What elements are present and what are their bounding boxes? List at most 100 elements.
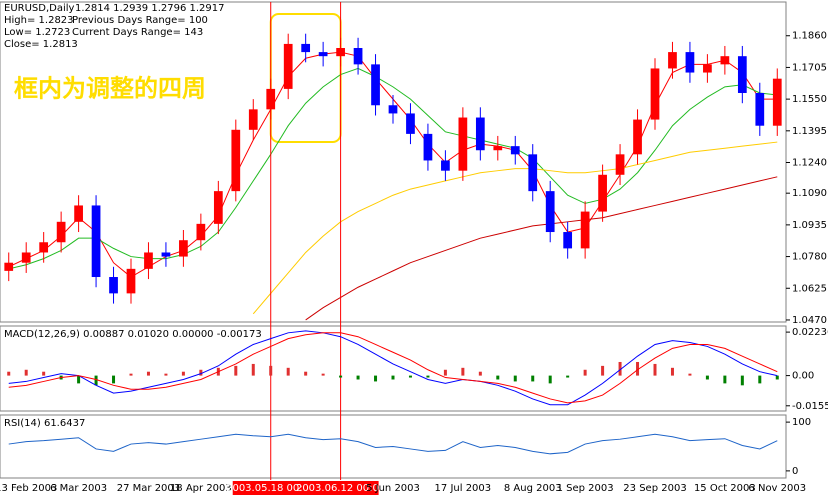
histogram-bar bbox=[304, 371, 308, 376]
histogram-bar bbox=[478, 371, 482, 376]
x-tick-label: 5 Jun 2003 bbox=[366, 483, 420, 494]
histogram-bar bbox=[94, 375, 98, 386]
x-tick-label: 1 Sep 2003 bbox=[557, 483, 614, 494]
histogram-bar bbox=[234, 365, 238, 376]
candle-body bbox=[528, 154, 538, 192]
x-tick-label: 27 Mar 2003 bbox=[117, 483, 180, 494]
histogram-bar bbox=[408, 375, 412, 378]
histogram-bar bbox=[146, 371, 150, 376]
info-text: Current Days Range= 143 bbox=[72, 27, 203, 38]
histogram-bar bbox=[374, 375, 378, 382]
candle-body bbox=[720, 56, 730, 65]
category-highlight bbox=[232, 481, 309, 495]
candle-body bbox=[580, 211, 590, 249]
candle-body bbox=[231, 129, 241, 192]
y-tick-label: 0 bbox=[792, 466, 798, 477]
candle-body bbox=[126, 268, 136, 294]
moving-average bbox=[305, 176, 778, 321]
indicator-line bbox=[8, 433, 778, 455]
candle-body bbox=[248, 109, 258, 130]
y-tick-label: 1.1395 bbox=[792, 126, 827, 137]
histogram-bar bbox=[391, 375, 395, 380]
candle-body bbox=[161, 252, 171, 257]
y-tick-label: 1.1860 bbox=[792, 31, 827, 42]
histogram-bar bbox=[286, 367, 290, 376]
candle-body bbox=[423, 133, 433, 161]
candle-body bbox=[371, 64, 380, 106]
histogram-bar bbox=[426, 375, 430, 378]
histogram-bar bbox=[566, 375, 570, 378]
y-tick-label: 100 bbox=[792, 417, 811, 428]
pane-frame bbox=[0, 414, 787, 479]
histogram-bar bbox=[356, 375, 360, 380]
x-tick-label: 2003.06.12 00:00 bbox=[296, 483, 385, 494]
histogram-bar bbox=[339, 375, 343, 378]
y-tick-label: 1.1090 bbox=[792, 188, 827, 199]
histogram-bar bbox=[251, 363, 255, 376]
pane-title: MACD(12,26,9) 0.00887 0.01020 0.00000 -0… bbox=[4, 329, 262, 340]
candle-body bbox=[772, 78, 782, 126]
candle-body bbox=[598, 174, 607, 212]
candle-body bbox=[615, 154, 625, 175]
histogram-bar bbox=[670, 367, 674, 376]
histogram-bar bbox=[758, 375, 762, 384]
info-text: High= 1.2823 bbox=[4, 15, 74, 26]
chart-title: EURUSD,Daily bbox=[4, 3, 75, 14]
histogram-bar bbox=[181, 371, 185, 376]
indicator-line bbox=[8, 332, 778, 404]
histogram-bar bbox=[112, 375, 116, 384]
y-tick-label: 1.0470 bbox=[792, 315, 827, 326]
info-text: 1.2814 1.2939 1.2796 1.2917 bbox=[75, 3, 225, 14]
candle-body bbox=[406, 113, 415, 134]
candle-body bbox=[213, 191, 223, 224]
candle-body bbox=[196, 223, 206, 241]
candle-body bbox=[4, 262, 14, 271]
y-tick-label: 1.0625 bbox=[792, 283, 827, 294]
candle-body bbox=[545, 191, 555, 233]
x-tick-label: 8 Aug 2003 bbox=[504, 483, 562, 494]
x-tick-label: 15 Oct 2003 bbox=[694, 483, 756, 494]
x-tick-label: 13 Feb 2003 bbox=[0, 483, 57, 494]
histogram-bar bbox=[443, 369, 447, 376]
candle-body bbox=[458, 117, 468, 171]
histogram-bar bbox=[199, 369, 203, 376]
candle-body bbox=[685, 52, 695, 73]
histogram-bar bbox=[321, 373, 325, 376]
histogram-bar bbox=[653, 363, 657, 376]
candle-body bbox=[91, 205, 101, 278]
candle-body bbox=[441, 160, 450, 171]
candle-body bbox=[563, 232, 573, 249]
histogram-bar bbox=[723, 375, 727, 384]
info-text: Low= 1.2723 bbox=[4, 27, 70, 38]
histogram-bar bbox=[513, 375, 517, 382]
candle-body bbox=[301, 43, 311, 53]
y-tick-label: 0.00 bbox=[792, 371, 814, 382]
x-tick-label: 23 Sep 2003 bbox=[623, 483, 686, 494]
histogram-bar bbox=[688, 373, 692, 376]
candle-body bbox=[737, 56, 747, 93]
histogram-bar bbox=[775, 375, 779, 380]
candle-body bbox=[475, 117, 485, 151]
histogram-bar bbox=[618, 361, 622, 376]
pane-frame bbox=[0, 1, 787, 323]
candle-body bbox=[144, 252, 153, 269]
histogram-bar bbox=[7, 371, 11, 376]
indicator-line bbox=[8, 330, 778, 406]
histogram-bar bbox=[636, 361, 640, 376]
candle-body bbox=[388, 105, 398, 114]
candle-body bbox=[318, 52, 328, 57]
x-tick-label: 18 Apr 2003 bbox=[170, 483, 232, 494]
candle-body bbox=[353, 48, 363, 65]
candle-body bbox=[56, 221, 66, 243]
info-text: Close= 1.2813 bbox=[4, 39, 78, 50]
candle-body bbox=[21, 252, 31, 263]
histogram-bar bbox=[705, 375, 709, 380]
histogram-bar bbox=[77, 375, 81, 384]
histogram-bar bbox=[129, 373, 133, 376]
histogram-bar bbox=[740, 375, 744, 386]
info-text: Previous Days Range= 100 bbox=[72, 15, 208, 26]
histogram-bar bbox=[583, 369, 587, 376]
y-tick-label: 0.02236 bbox=[792, 327, 828, 338]
candle-body bbox=[633, 119, 642, 155]
